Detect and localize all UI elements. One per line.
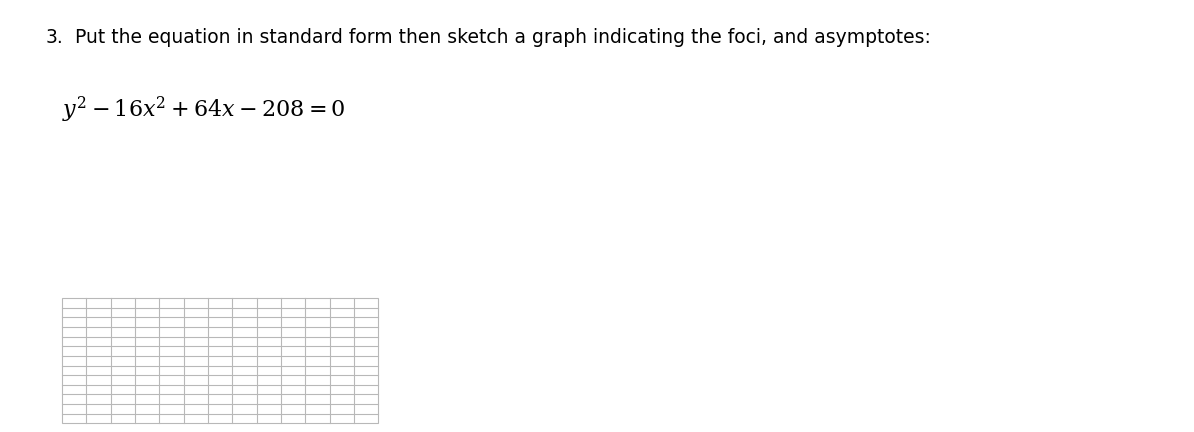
- Bar: [62, 298, 378, 423]
- Text: Put the equation in standard form then sketch a graph indicating the foci, and a: Put the equation in standard form then s…: [75, 28, 931, 47]
- Text: 3.: 3.: [45, 28, 63, 47]
- Text: $y^2 - 16x^2 + 64x - 208 = 0$: $y^2 - 16x^2 + 64x - 208 = 0$: [62, 95, 346, 125]
